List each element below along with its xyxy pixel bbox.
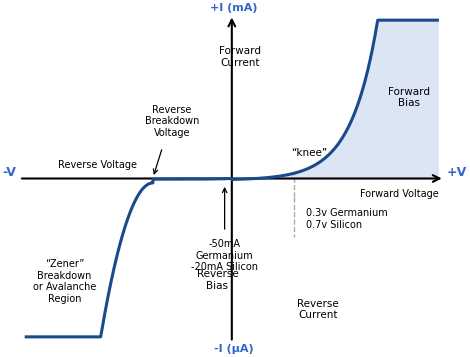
Text: Forward Voltage: Forward Voltage <box>360 189 439 199</box>
Text: Reverse
Bias: Reverse Bias <box>196 269 238 291</box>
Text: Forward
Current: Forward Current <box>219 46 261 67</box>
Text: Reverse Voltage: Reverse Voltage <box>58 160 137 170</box>
Text: “Zener”
Breakdown
or Avalanche
Region: “Zener” Breakdown or Avalanche Region <box>33 259 96 304</box>
Text: “knee”: “knee” <box>291 148 328 158</box>
Text: Reverse
Breakdown
Voltage: Reverse Breakdown Voltage <box>145 105 199 138</box>
Text: -50mA
Germanium
-20mA Silicon: -50mA Germanium -20mA Silicon <box>191 239 258 272</box>
Text: +I (mA): +I (mA) <box>211 3 258 13</box>
Text: Reverse
Current: Reverse Current <box>297 299 339 320</box>
Text: 0.3v Germanium
0.7v Silicon: 0.3v Germanium 0.7v Silicon <box>306 208 388 230</box>
Text: -I (μA): -I (μA) <box>214 344 254 354</box>
Text: -V: -V <box>3 166 16 180</box>
Text: Forward
Bias: Forward Bias <box>388 87 430 108</box>
Text: +V: +V <box>447 166 467 180</box>
